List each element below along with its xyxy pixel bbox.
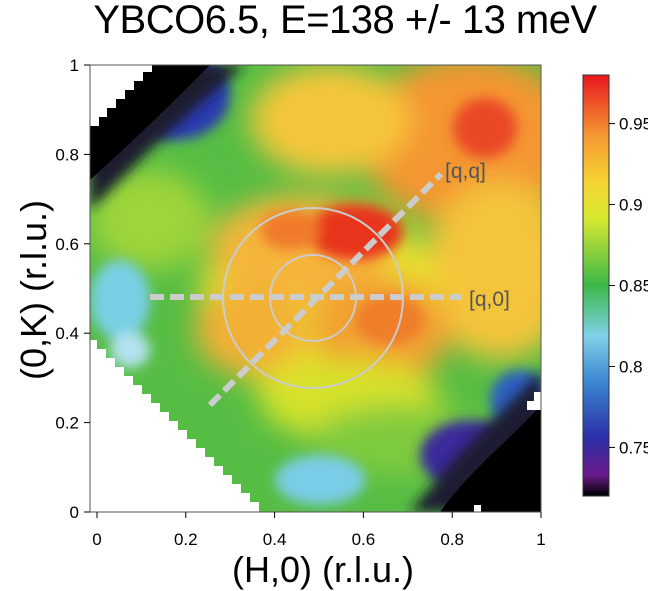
cool-spot — [275, 455, 365, 505]
y-tick-label: 0.6 — [55, 235, 79, 254]
x-tick-label: 0.8 — [440, 530, 464, 549]
plot-frame — [89, 64, 542, 513]
x-tick-label: 1 — [536, 530, 545, 549]
chart-title: YBCO6.5, E=138 +/- 13 meV — [93, 0, 597, 42]
overlay-guides: [q,q] [q,0] — [150, 160, 510, 408]
hot-spot — [453, 98, 517, 158]
colorbar-tick-label: 0.8 — [619, 357, 643, 376]
x-tick-label: 0.6 — [352, 530, 376, 549]
colorbar-tick-label: 0.75 — [619, 438, 648, 457]
hot-spot — [355, 295, 425, 345]
y-tick-label: 0.2 — [55, 414, 79, 433]
y-tick-label: 0 — [70, 503, 79, 522]
x-axis-title: (H,0) (r.l.u.) — [232, 549, 414, 590]
y-tick-label: 0.4 — [55, 324, 79, 343]
heat-region — [250, 65, 410, 175]
colorbar-tick-label: 0.95 — [619, 115, 648, 134]
y-tick-label: 0.8 — [55, 145, 79, 164]
colorbar-tick-label: 0.85 — [619, 277, 648, 296]
colorbar: 0.75 0.8 0.85 0.9 0.95 — [582, 74, 648, 497]
y-axis-title: (0,K) (r.l.u.) — [13, 200, 54, 380]
direction-label: [q,q] — [445, 160, 486, 183]
no-data-mask — [90, 65, 152, 126]
x-tick-label: 0.2 — [174, 530, 198, 549]
cool-spot — [90, 260, 150, 340]
heatmap-field — [90, 65, 541, 512]
no-data-mask — [90, 340, 259, 512]
x-tick-label: 0.4 — [263, 530, 287, 549]
colorbar-scale — [582, 74, 610, 497]
y-tick-label: 1 — [70, 56, 79, 75]
heat-region — [90, 170, 210, 270]
hot-spot — [260, 210, 320, 250]
direction-label: [q,0] — [469, 288, 510, 311]
x-axis: 0 0.2 0.4 0.6 0.8 1 — [92, 512, 546, 549]
heat-region — [425, 180, 541, 360]
y-axis: 0 0.2 0.4 0.6 0.8 1 — [55, 56, 90, 522]
cool-spot — [110, 332, 150, 368]
x-tick-label: 0 — [92, 530, 101, 549]
qq-direction-line — [207, 171, 444, 408]
hot-spot — [307, 204, 403, 260]
colorbar-tick-label: 0.9 — [619, 196, 643, 215]
